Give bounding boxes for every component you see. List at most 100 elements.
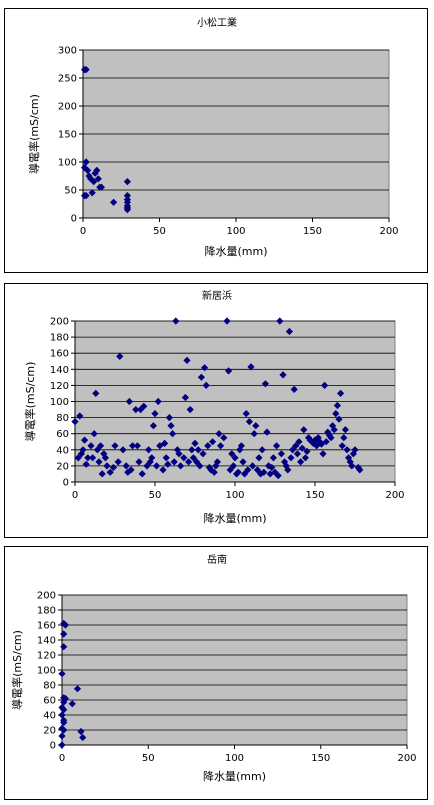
tick-label-y: 120 [50,381,69,392]
chart-gakunan: 岳南 0 20 40 60 80 100 120 140 160 180 200 0 50 100 150 20… [10,553,417,783]
tick-label-y: 180 [37,606,56,617]
data-point [60,643,68,651]
data-point [110,198,118,206]
data-point [60,718,68,727]
data-point [292,442,300,450]
tick-label-y: 100 [50,397,69,408]
data-point [309,439,317,447]
tick-label-y: 40 [56,445,69,456]
data-point [111,442,119,450]
data-point [298,444,306,452]
data-point [77,727,85,736]
tick-label-x: 150 [303,226,322,237]
tick-label-y: 80 [56,413,69,424]
tick-label-x: 100 [225,753,244,764]
tick-label-x: 50 [149,490,162,501]
data-point [255,454,263,462]
tick-label-y: 120 [37,651,56,662]
data-point [156,442,164,450]
tick-label-x: 50 [153,226,166,237]
data-point [88,189,96,197]
data-point [258,446,266,454]
data-point [327,434,335,442]
data-point [73,685,82,693]
data-point [268,463,276,472]
tick-label-y: 50 [64,186,77,197]
data-point [340,434,348,442]
x-axis-title: 降水量(mm) [204,244,267,258]
tick-label-x: 100 [226,226,245,237]
data-point [89,454,97,462]
tick-label-x: 200 [385,490,404,501]
chart-komatsu: 小松工業 0 50 100 150 200 250 300 0 50 100 150 200 降水量(mm… [27,16,399,258]
tick-label-x: 150 [305,490,324,501]
tick-label-y: 160 [50,349,69,360]
data-point [97,442,105,450]
data-point [61,694,69,703]
data-point [319,450,327,458]
data-point [300,426,308,434]
data-point [175,450,183,458]
data-point [335,415,343,423]
data-point [79,446,87,454]
data-point [125,397,133,406]
data-point [100,450,108,458]
data-point [82,192,90,200]
data-point [58,741,66,749]
data-point [215,430,223,438]
data-point [145,446,153,454]
data-point [90,430,98,438]
data-point [293,450,301,458]
data-point [289,446,297,454]
tick-label-x: 0 [80,226,86,237]
data-point [349,450,357,458]
tick-label-y: 180 [50,333,69,344]
data-point [285,327,293,336]
data-point [123,178,131,186]
tick-label-x: 0 [72,490,78,501]
data-point [317,440,325,448]
data-point [186,406,194,414]
data-point [237,442,245,450]
data-point [129,442,137,450]
tick-label-y: 160 [37,621,56,632]
data-point [172,317,180,325]
tick-label-y: 60 [56,429,69,440]
tick-label-y: 100 [58,158,77,169]
tick-label-y: 0 [71,214,77,225]
data-point [321,381,329,389]
data-point [97,183,105,191]
data-point [210,468,218,476]
data-point [93,446,101,454]
data-point [68,700,76,708]
data-point [329,422,337,430]
data-point [162,454,170,462]
tick-label-x: 100 [225,490,244,501]
data-point [325,431,333,439]
data-point [228,450,236,458]
data-point [269,454,277,462]
data-point [103,462,111,470]
data-point [277,450,285,458]
data-point [281,458,289,466]
chart-niihama: 新居浜 0 20 40 60 80 100 120 140 160 180 200 0 50 100 150 2… [23,289,405,525]
data-point [61,621,69,629]
data-point [123,192,131,200]
data-point [276,317,284,325]
tick-label-y: 200 [50,317,69,328]
tick-label-x: 200 [397,753,416,764]
data-point [273,442,281,450]
data-point [169,430,177,438]
tick-label-y: 20 [43,726,56,737]
data-point [173,446,181,454]
data-point [58,670,66,678]
data-point [330,426,338,434]
data-point [223,317,231,325]
chart-panel-gakunan: 岳南 0 20 40 60 80 100 120 140 160 180 200 0 50 100 150 20… [4,546,428,800]
data-point [154,397,162,406]
chart-title: 岳南 [207,553,227,566]
tick-label-y: 20 [56,461,69,472]
tick-label-y: 140 [50,365,69,376]
chart-title: 小松工業 [197,16,237,29]
data-point [333,401,341,410]
